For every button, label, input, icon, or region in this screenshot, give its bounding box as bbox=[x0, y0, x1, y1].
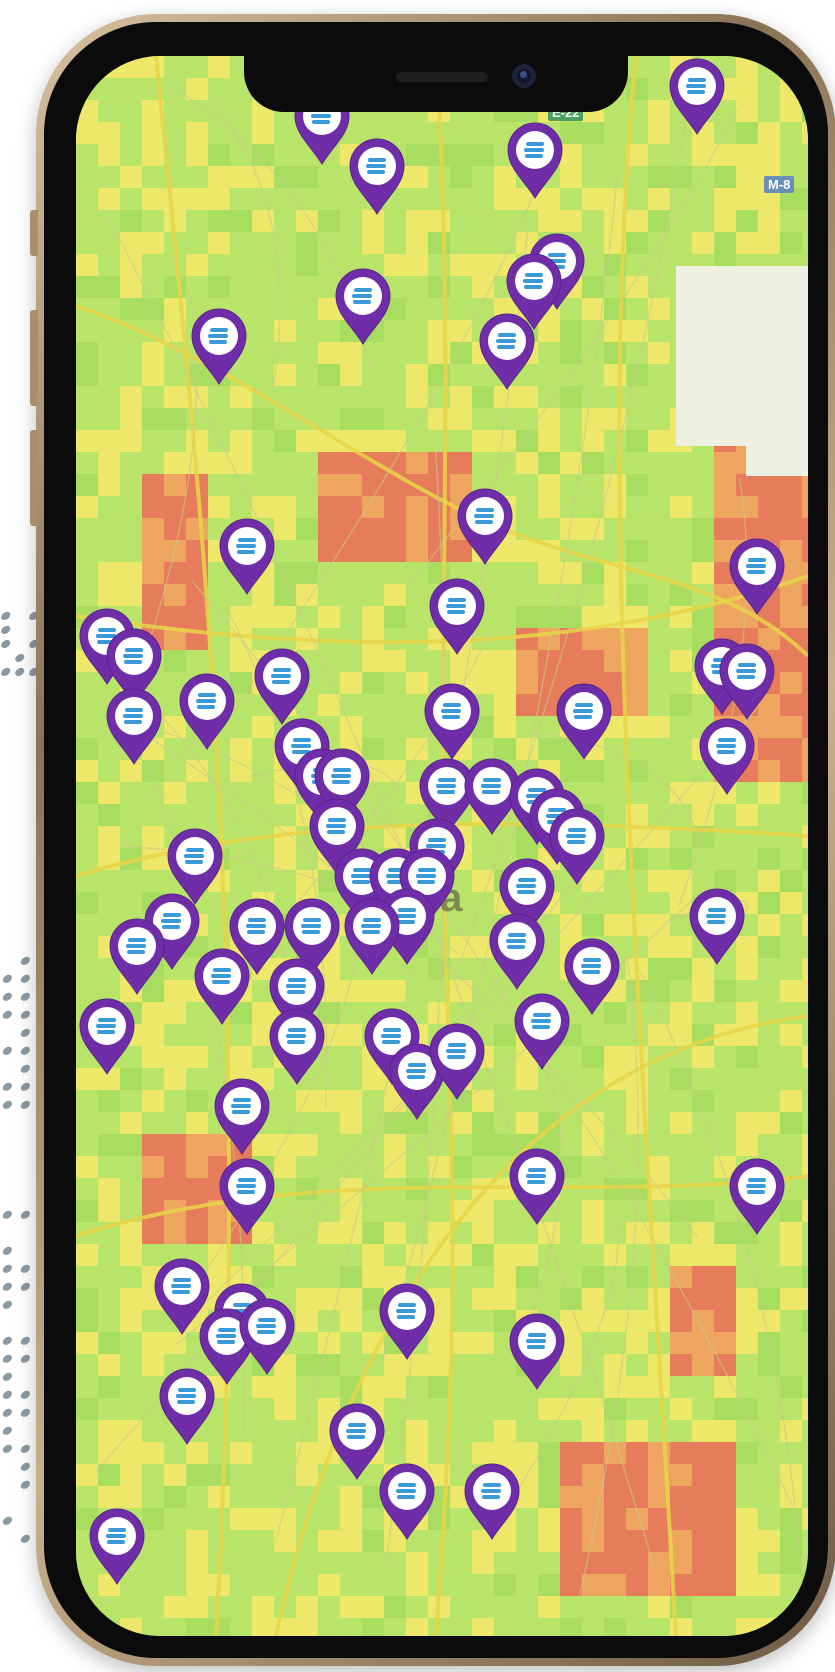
silent-switch bbox=[30, 210, 38, 256]
charging-station-pin-icon[interactable] bbox=[226, 896, 288, 976]
charging-station-pin-icon[interactable] bbox=[216, 516, 278, 596]
charging-station-pin-icon[interactable] bbox=[454, 486, 516, 566]
charging-station-pin-icon[interactable] bbox=[211, 1076, 273, 1156]
charging-station-pin-icon[interactable] bbox=[421, 681, 483, 761]
charging-station-pin-icon[interactable] bbox=[103, 686, 165, 766]
charging-station-pin-icon[interactable] bbox=[546, 806, 608, 886]
charging-station-pin-icon[interactable] bbox=[461, 756, 523, 836]
charging-station-pin-icon[interactable] bbox=[151, 1256, 213, 1336]
charging-station-pin-icon[interactable] bbox=[666, 56, 728, 136]
charging-station-pin-icon[interactable] bbox=[76, 996, 138, 1076]
charging-station-pin-icon[interactable] bbox=[156, 1366, 218, 1446]
volume-up-button bbox=[30, 310, 38, 406]
charging-station-pin-icon[interactable] bbox=[216, 1156, 278, 1236]
charging-station-pin-icon[interactable] bbox=[486, 911, 548, 991]
charging-station-pin-icon[interactable] bbox=[504, 120, 566, 200]
charging-station-pin-icon[interactable] bbox=[106, 916, 168, 996]
charging-station-pin-icon[interactable] bbox=[103, 626, 165, 706]
charging-station-pin-icon[interactable] bbox=[506, 1146, 568, 1226]
charging-station-pin-icon[interactable] bbox=[476, 311, 538, 391]
charging-station-pin-icon[interactable] bbox=[164, 826, 226, 906]
charging-station-pin-icon[interactable] bbox=[386, 1041, 448, 1121]
volume-down-button bbox=[30, 430, 38, 526]
charging-station-pin-icon[interactable] bbox=[266, 1006, 328, 1086]
charging-station-pin-icon[interactable] bbox=[188, 306, 250, 386]
charging-station-pin-icon[interactable] bbox=[332, 266, 394, 346]
charging-station-pin-icon[interactable] bbox=[426, 1021, 488, 1101]
charging-station-pin-icon[interactable] bbox=[506, 1311, 568, 1391]
charging-station-pin-icon[interactable] bbox=[416, 756, 478, 836]
earpiece-speaker bbox=[396, 72, 488, 82]
charging-station-pin-icon[interactable] bbox=[281, 896, 343, 976]
charging-station-pin-icon[interactable] bbox=[553, 681, 615, 761]
charging-station-pin-icon[interactable] bbox=[346, 136, 408, 216]
front-camera bbox=[512, 64, 536, 88]
charging-station-pin-icon[interactable] bbox=[341, 896, 403, 976]
charging-station-pin-icon[interactable] bbox=[86, 1506, 148, 1586]
charging-station-pin-icon[interactable] bbox=[426, 576, 488, 656]
charging-station-pin-icon[interactable] bbox=[376, 1461, 438, 1541]
charging-station-pin-icon[interactable] bbox=[686, 886, 748, 966]
charging-station-pin-icon[interactable] bbox=[726, 1156, 788, 1236]
charging-station-pin-icon[interactable] bbox=[376, 1281, 438, 1361]
phone-notch bbox=[244, 56, 628, 112]
charging-station-pin-icon[interactable] bbox=[511, 991, 573, 1071]
charging-station-pin-icon[interactable] bbox=[561, 936, 623, 1016]
charging-station-pin-icon[interactable] bbox=[176, 671, 238, 751]
charging-station-pin-icon[interactable] bbox=[461, 1461, 523, 1541]
charging-station-pin-icon[interactable] bbox=[326, 1401, 388, 1481]
charging-station-pin-icon[interactable] bbox=[251, 646, 313, 726]
charging-station-pin-icon[interactable] bbox=[191, 946, 253, 1026]
map-screen[interactable]: E-22 M-8 ва bbox=[76, 56, 808, 1636]
charging-station-pin-icon[interactable] bbox=[503, 251, 565, 331]
charging-station-pin-icon[interactable] bbox=[726, 536, 788, 616]
road-badge-m8: M-8 bbox=[764, 176, 795, 193]
charging-station-pin-icon[interactable] bbox=[236, 1296, 298, 1376]
charging-station-pin-icon[interactable] bbox=[716, 641, 778, 721]
charging-station-pin-icon[interactable] bbox=[696, 716, 758, 796]
